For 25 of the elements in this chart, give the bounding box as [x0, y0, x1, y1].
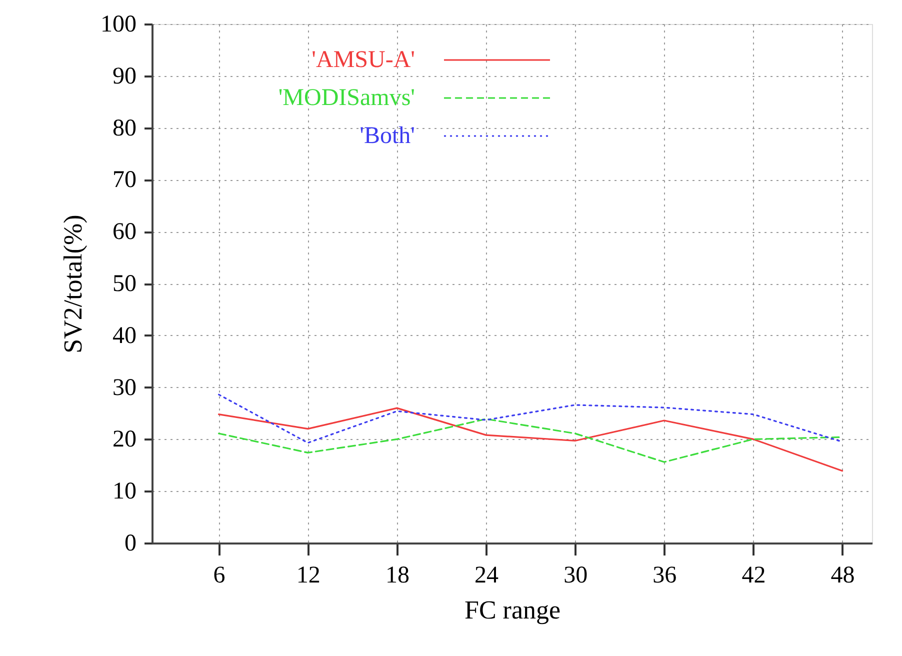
x-tick-label: 48 — [830, 562, 855, 588]
y-tick-label: 50 — [112, 271, 136, 297]
legend-label: 'Both' — [360, 123, 415, 149]
x-tick-label: 12 — [296, 562, 320, 588]
y-tick-label: 40 — [112, 322, 136, 349]
y-tick-label: 20 — [112, 426, 136, 453]
y-tick-label: 100 — [100, 12, 136, 38]
y-tick-label: 80 — [112, 115, 136, 142]
y-axis-title: SV2/total(%) — [58, 214, 88, 354]
x-tick-label: 36 — [652, 562, 677, 588]
y-tick-label: 0 — [124, 530, 136, 556]
legend-label: 'MODISamvs' — [278, 85, 415, 111]
y-tick-label: 30 — [112, 374, 136, 401]
legend-label: 'AMSU-A' — [312, 47, 415, 73]
x-tick-label: 30 — [564, 562, 588, 588]
x-tick-label: 42 — [742, 562, 766, 588]
y-tick-label: 70 — [112, 167, 136, 194]
x-tick-label: 18 — [385, 562, 410, 588]
x-axis-title: FC range — [464, 596, 561, 624]
x-tick-label: 6 — [213, 562, 226, 588]
line-series — [218, 407, 844, 472]
y-tick-label: 60 — [112, 219, 136, 246]
y-tick-label: 90 — [112, 63, 136, 90]
y-tick-label: 10 — [112, 478, 136, 505]
x-tick-label: 24 — [474, 562, 499, 588]
